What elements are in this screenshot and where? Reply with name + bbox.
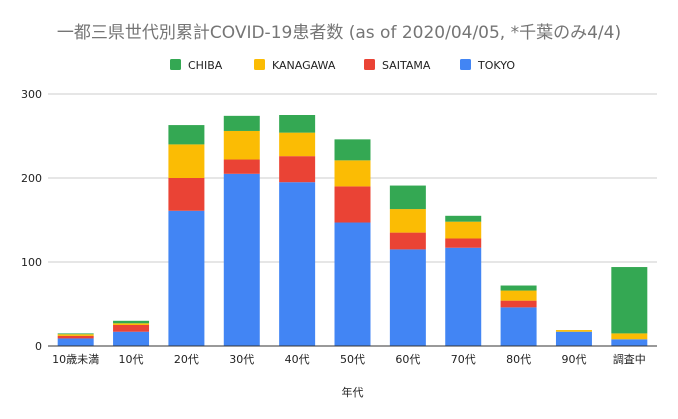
x-tick-label: 50代 bbox=[340, 353, 365, 366]
y-tick-label: 0 bbox=[35, 340, 42, 353]
x-tick-label: 10歳未満 bbox=[52, 353, 99, 366]
bar-segment-tokyo bbox=[611, 339, 648, 346]
bar-segment-kanagawa bbox=[113, 323, 150, 325]
legend-label: KANAGAWA bbox=[272, 59, 336, 72]
y-axis-ticks: 0 100 200 300 bbox=[21, 88, 42, 353]
bar-segment-chiba bbox=[168, 125, 205, 145]
bar-segment-tokyo bbox=[168, 210, 205, 346]
bar-segment-kanagawa bbox=[57, 334, 94, 336]
bar-segment-tokyo bbox=[500, 307, 537, 346]
x-tick-label: 80代 bbox=[506, 353, 531, 366]
x-tick-label: 調査中 bbox=[613, 352, 646, 366]
y-tick-label: 100 bbox=[21, 256, 42, 269]
bar-segment-chiba bbox=[279, 115, 316, 133]
chart-title: 一都三県世代別累計COVID-19患者数 (as of 2020/04/05, … bbox=[57, 23, 621, 43]
legend: CHIBA KANAGAWA SAITAMA TOKYO bbox=[170, 59, 515, 72]
bar-segment-tokyo bbox=[57, 338, 94, 346]
bar-segment-saitama bbox=[279, 156, 316, 183]
legend-swatch bbox=[460, 59, 471, 70]
bar-segment-saitama bbox=[389, 232, 426, 250]
bar-segment-kanagawa bbox=[168, 144, 205, 178]
bar-segment-kanagawa bbox=[279, 132, 316, 157]
bar-segment-saitama bbox=[223, 159, 260, 174]
bar-segment-tokyo bbox=[279, 182, 316, 346]
bar-segment-chiba bbox=[445, 215, 482, 222]
bar-segment-saitama bbox=[168, 178, 205, 211]
legend-swatch bbox=[254, 59, 265, 70]
bar-segment-chiba bbox=[334, 139, 371, 161]
legend-label: SAITAMA bbox=[382, 59, 431, 72]
bar-segment-chiba bbox=[57, 333, 94, 335]
bar-segment-saitama bbox=[500, 300, 537, 308]
y-tick-label: 200 bbox=[21, 172, 42, 185]
x-axis-ticks: 10歳未満 10代 20代 30代 40代 50代 60代 70代 80代 90代 調査中 bbox=[52, 352, 646, 366]
bar-segment-tokyo bbox=[445, 247, 482, 346]
bar-segment-tokyo bbox=[223, 173, 260, 346]
bar-segment-kanagawa bbox=[555, 330, 592, 332]
bar-segment-chiba bbox=[113, 320, 150, 324]
x-tick-label: 20代 bbox=[174, 353, 199, 366]
legend-swatch bbox=[364, 59, 375, 70]
bar-segment-saitama bbox=[113, 325, 150, 332]
bar-segment-tokyo bbox=[113, 331, 150, 346]
bar-segment-chiba bbox=[611, 267, 648, 334]
bar-segment-kanagawa bbox=[334, 160, 371, 187]
x-tick-label: 10代 bbox=[119, 353, 144, 366]
bar-segment-tokyo bbox=[334, 222, 371, 346]
bar-segment-kanagawa bbox=[223, 130, 260, 160]
bar-segment-saitama bbox=[445, 238, 482, 248]
x-tick-label: 30代 bbox=[229, 353, 254, 366]
x-tick-label: 90代 bbox=[561, 353, 586, 366]
bar-segment-kanagawa bbox=[445, 221, 482, 239]
bar-segment-kanagawa bbox=[611, 333, 648, 340]
bar-segment-tokyo bbox=[555, 331, 592, 346]
bar-segment-kanagawa bbox=[389, 209, 426, 233]
bars bbox=[57, 115, 648, 346]
bar-segment-chiba bbox=[389, 185, 426, 210]
x-tick-label: 40代 bbox=[285, 353, 310, 366]
bar-segment-tokyo bbox=[389, 249, 426, 346]
x-axis-title: 年代 bbox=[342, 385, 364, 399]
bar-segment-chiba bbox=[500, 285, 537, 291]
bar-segment-saitama bbox=[57, 335, 94, 339]
legend-label: CHIBA bbox=[188, 59, 223, 72]
bar-segment-kanagawa bbox=[500, 290, 537, 301]
x-tick-label: 70代 bbox=[451, 353, 476, 366]
bar-segment-saitama bbox=[334, 186, 371, 223]
x-tick-label: 60代 bbox=[395, 353, 420, 366]
y-tick-label: 300 bbox=[21, 88, 42, 101]
legend-label: TOKYO bbox=[477, 59, 515, 72]
bar-segment-chiba bbox=[223, 115, 260, 131]
legend-swatch bbox=[170, 59, 181, 70]
